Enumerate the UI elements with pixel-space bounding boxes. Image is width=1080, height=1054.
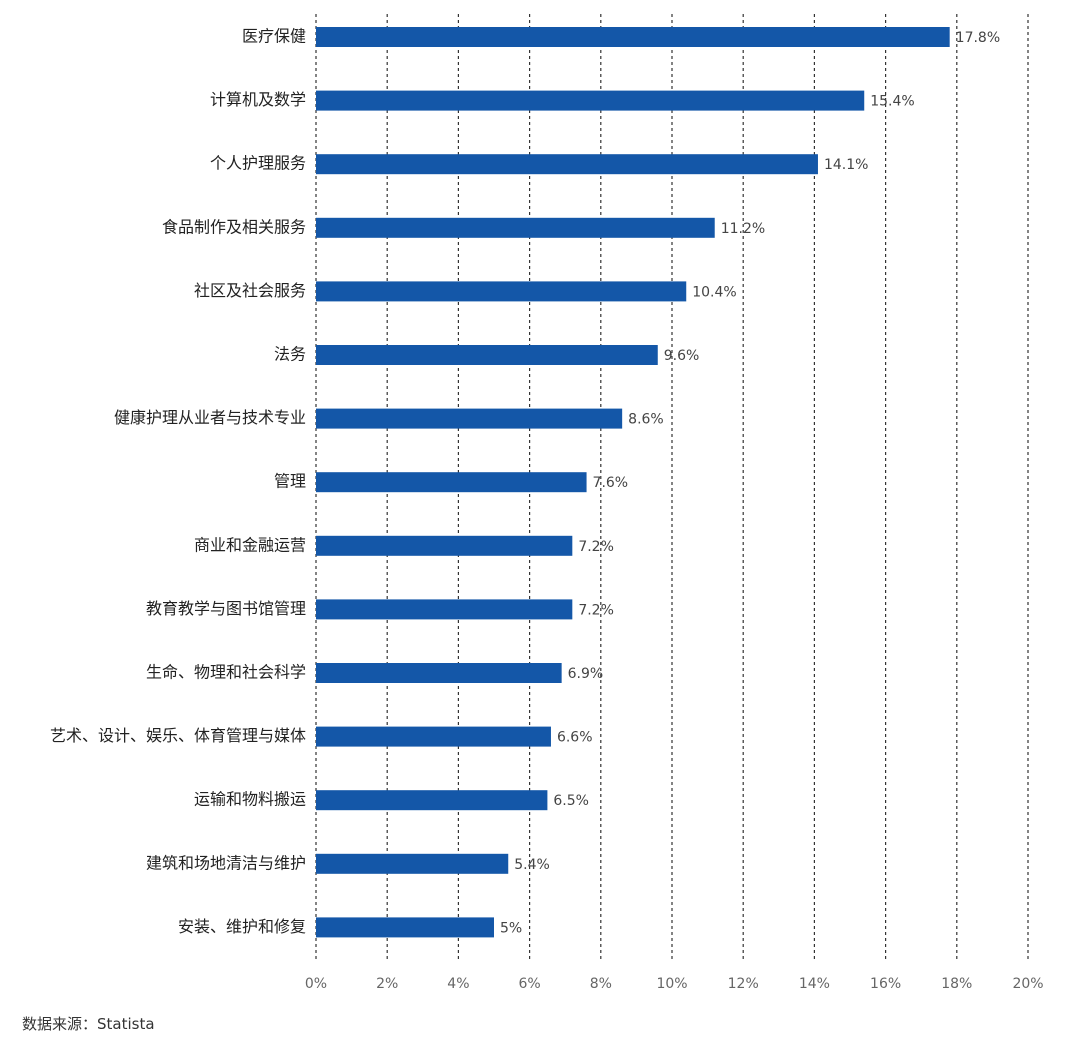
category-label: 社区及社会服务 [194, 281, 306, 300]
x-tick-label: 18% [941, 976, 972, 992]
bar [316, 27, 950, 47]
value-label: 5% [500, 920, 522, 936]
bars [316, 27, 950, 938]
x-tick-label: 8% [590, 976, 612, 992]
x-tick-label: 12% [728, 976, 759, 992]
category-label: 计算机及数学 [210, 90, 306, 109]
value-label: 11.2% [721, 221, 765, 237]
bar [316, 217, 715, 238]
bar [316, 853, 509, 874]
category-labels: 医疗保健计算机及数学个人护理服务食品制作及相关服务社区及社会服务法务健康护理从业… [50, 27, 306, 936]
category-label: 运输和物料搬运 [194, 790, 306, 809]
value-label: 8.6% [628, 412, 664, 428]
category-label: 管理 [274, 472, 306, 491]
x-tick-label: 4% [447, 976, 469, 992]
category-label: 教育教学与图书馆管理 [146, 599, 306, 618]
value-label: 9.6% [664, 348, 700, 364]
x-tick-label: 16% [870, 976, 901, 992]
bar [316, 345, 658, 365]
x-tick-label: 20% [1012, 976, 1043, 992]
category-label: 安装、维护和修复 [178, 917, 306, 936]
value-label: 7.6% [593, 475, 629, 491]
bar [316, 281, 687, 302]
x-axis-tick-labels: 0% 2% 4% 6% 8% 10% 12% 14% 16% 18% 20% [305, 976, 1044, 992]
category-label: 个人护理服务 [210, 154, 306, 173]
x-tick-label: 2% [376, 976, 398, 992]
bar [316, 154, 818, 175]
bar [316, 917, 494, 938]
value-label: 14.1% [824, 157, 868, 173]
category-label: 法务 [274, 345, 306, 364]
category-label: 商业和金融运营 [194, 535, 306, 554]
value-label: 6.5% [553, 793, 589, 809]
bar [316, 599, 573, 620]
bar [316, 90, 865, 111]
bar [316, 408, 623, 429]
value-labels: 17.8% 15.4% 14.1% 11.2% 10.4% 9.6% 8.6% 7.6% 7.2… [500, 30, 1000, 936]
category-label: 医疗保健 [242, 27, 306, 46]
bar [316, 472, 587, 493]
category-label: 食品制作及相关服务 [162, 217, 306, 236]
value-label: 10.4% [692, 284, 736, 300]
x-tick-label: 10% [656, 976, 687, 992]
bar [316, 663, 562, 683]
x-tick-label: 14% [799, 976, 830, 992]
category-label: 建筑和场地清洁与维护 [146, 853, 306, 872]
value-label: 15.4% [870, 94, 914, 110]
x-tick-label: 0% [305, 976, 327, 992]
category-label: 艺术、设计、娱乐、体育管理与媒体 [50, 726, 306, 745]
value-label: 6.9% [568, 666, 604, 682]
x-tick-label: 6% [518, 976, 540, 992]
value-label: 7.2% [578, 602, 614, 618]
source-note: 数据来源：Statista [22, 1015, 155, 1033]
value-label: 5.4% [514, 857, 550, 873]
value-label: 6.6% [557, 730, 593, 746]
bar [316, 535, 573, 556]
category-label: 健康护理从业者与技术专业 [114, 408, 306, 427]
value-label: 17.8% [956, 30, 1000, 46]
bar [316, 726, 551, 747]
category-label: 生命、物理和社会科学 [146, 663, 306, 682]
bar [316, 790, 548, 811]
value-label: 7.2% [578, 539, 614, 555]
